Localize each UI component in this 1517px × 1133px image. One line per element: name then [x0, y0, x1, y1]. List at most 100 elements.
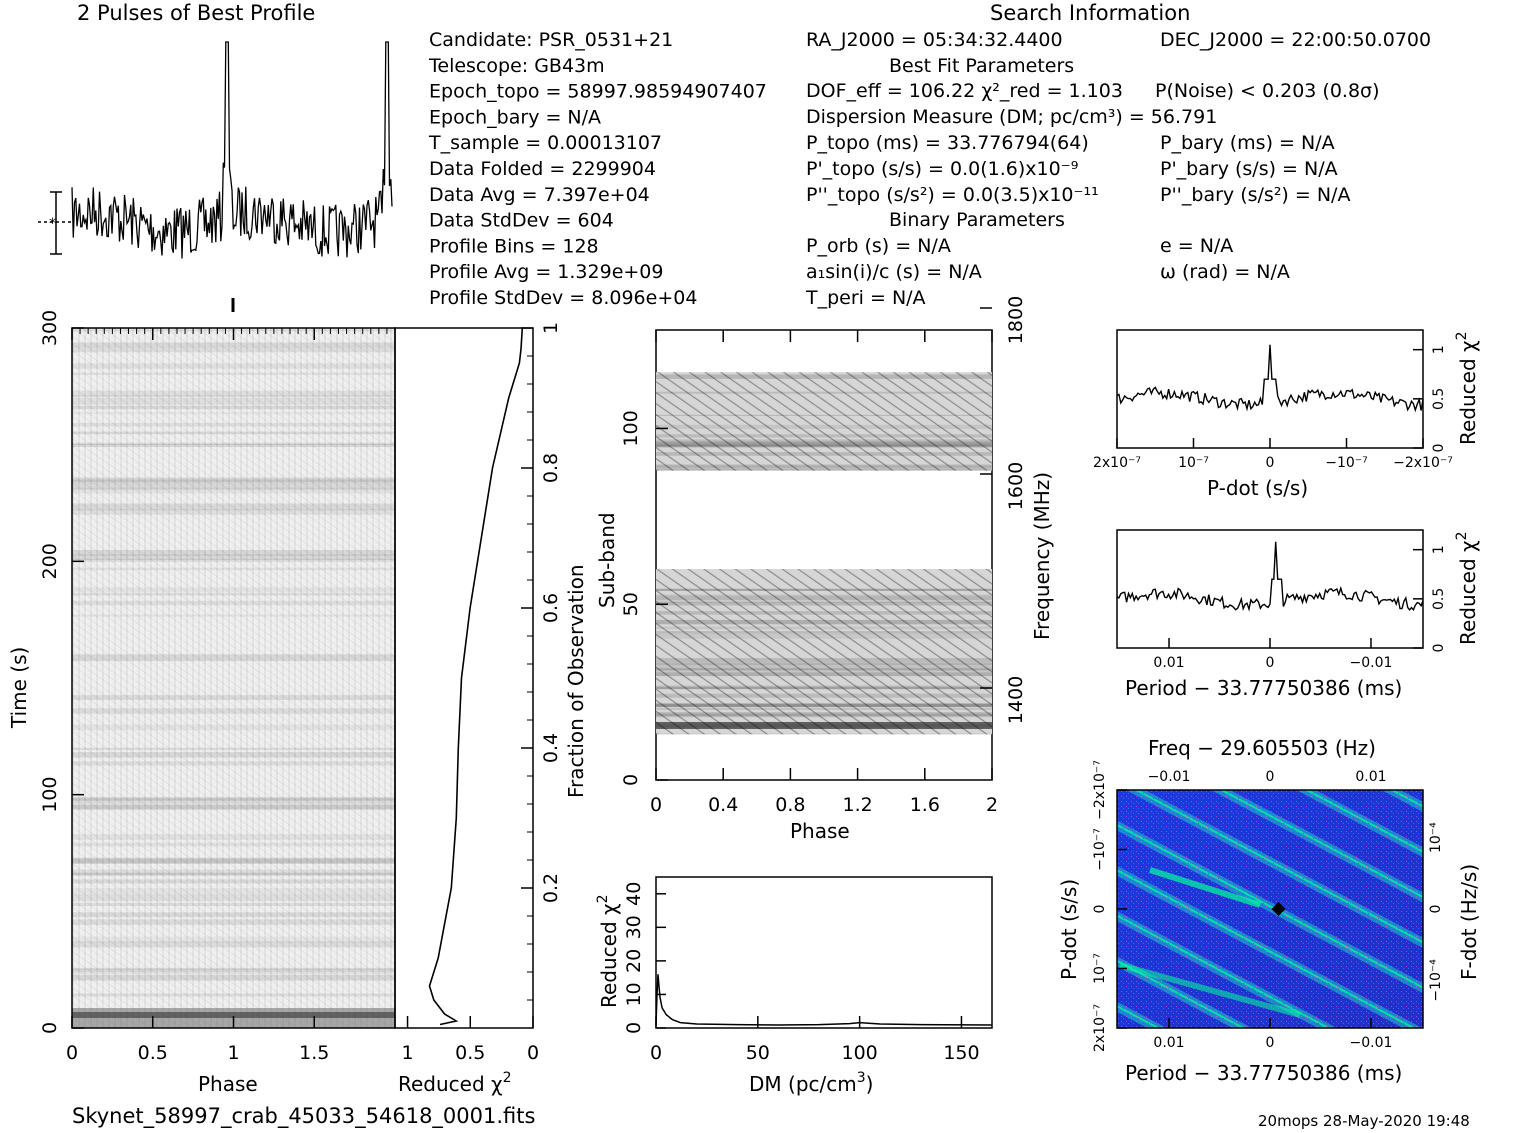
- subband-row: [656, 626, 992, 630]
- info-right-line-2: P_bary (ms) = N/A: [1160, 132, 1335, 154]
- time-phase-band: [72, 968, 395, 973]
- pdot-xtick: −10⁻⁷: [1325, 455, 1368, 471]
- info-mid-line-1: DOF_eff = 106.22 χ²_red = 1.103: [806, 80, 1123, 102]
- subband-xtick: 1.2: [842, 794, 872, 816]
- time-phase-band: [72, 967, 395, 970]
- period-pdot-y2label: F-dot (Hz/s): [1457, 864, 1481, 980]
- time-phase-ylabel: Time (s): [7, 647, 31, 729]
- time-phase-xtick: 0: [66, 1042, 78, 1064]
- subband-row: [656, 424, 992, 429]
- search-info-title: Search Information: [990, 1, 1190, 25]
- subband-filled-bands: [656, 372, 992, 735]
- period-pdot-ytick: 10⁻⁷: [1092, 953, 1108, 984]
- info-right-line-3: P'_bary (s/s) = N/A: [1160, 158, 1338, 180]
- pdot-ytick: 0.5: [1431, 388, 1447, 410]
- period-xtick: 0: [1266, 655, 1275, 671]
- info-mid-line-5: P''_topo (s/s²) = 0.0(3.5)x10⁻¹¹: [806, 184, 1099, 206]
- time-phase-band: [72, 431, 395, 435]
- chisq-fraction-ytick: 0.6: [540, 593, 562, 623]
- dm-ytick: 40: [623, 882, 645, 906]
- period-pdot-y2tick: 0: [1428, 905, 1444, 914]
- subband-row: [656, 635, 992, 639]
- time-phase-band: [72, 936, 395, 943]
- chisq-period-panel: 0.01 0 −0.01 0 0.5 1 Period − 33.77750386 (ms…: [1116, 529, 1480, 700]
- time-phase-band: [72, 503, 395, 511]
- time-phase-band: [72, 797, 395, 802]
- time-phase-band: [72, 872, 395, 876]
- time-phase-band: [72, 912, 395, 918]
- dm-ytick: 30: [623, 915, 645, 939]
- chisq-fraction-ticks: 1 0.5 0 0.2 0.4 0.6 0.8 1: [401, 322, 562, 1064]
- dm-xtick: 150: [943, 1042, 979, 1064]
- time-phase-band: [72, 442, 395, 445]
- profile-title: 2 Pulses of Best Profile: [77, 1, 315, 25]
- subband-y2label: Frequency (MHz): [1030, 472, 1054, 640]
- time-phase-ytick: 100: [39, 777, 61, 813]
- period-pdot-ytick: 0: [1092, 905, 1108, 914]
- time-phase-band: [72, 804, 395, 810]
- chisq-dm-line: [655, 974, 993, 1026]
- best-fit-marker: [1271, 902, 1286, 916]
- info-mid-line-4: P'_topo (s/s) = 0.0(1.6)x10⁻⁹: [806, 158, 1078, 180]
- subband-band-texture: [656, 569, 992, 735]
- subband-row: [656, 663, 992, 665]
- subband-ticks: 0 0.4 0.8 1.2 1.6 2 0 50 100 1400 1600 1800: [620, 296, 1027, 816]
- period-ytick: 0: [1431, 644, 1447, 653]
- time-phase-band: [72, 968, 395, 974]
- chisq-pdot-line: [1116, 344, 1424, 413]
- subband-xtick: 1.6: [910, 794, 940, 816]
- info-left-line-4: T_sample = 0.00013107: [428, 132, 662, 154]
- info-mid-line-3: P_topo (ms) = 33.776794(64): [806, 132, 1089, 154]
- time-phase-band: [72, 804, 395, 810]
- time-phase-band: [72, 587, 395, 592]
- time-phase-band: [72, 487, 395, 494]
- info-mid-line-2: Dispersion Measure (DM; pc/cm³) = 56.791: [806, 106, 1217, 128]
- time-phase-band: [72, 894, 395, 902]
- subband-row: [656, 464, 992, 468]
- info-left-line-9: Profile Avg = 1.329e+09: [429, 261, 664, 283]
- subband-row: [656, 596, 992, 601]
- subband-row: [656, 452, 992, 456]
- period-pdot-xlabel: Period − 33.77750386 (ms): [1125, 1061, 1402, 1085]
- chisq-fraction-xlabel: Reduced χ2: [398, 1070, 512, 1096]
- time-phase-band: [72, 747, 395, 750]
- subband-row: [656, 712, 992, 716]
- chisq-fraction-xtick: 0.5: [455, 1042, 485, 1064]
- time-phase-band: [72, 479, 395, 483]
- subband-row: [656, 685, 992, 690]
- subband-y2tick: 1400: [1005, 676, 1027, 724]
- pdot-xtick: 0: [1266, 455, 1275, 471]
- chisq-dm-ticks: 0 50 100 150 0 10 20 30 40: [623, 882, 980, 1064]
- period-ylabel: Reduced χ2: [1454, 531, 1480, 645]
- info-mid-line-6: P_orb (s) = N/A: [806, 235, 951, 257]
- pdot-xtick: −2x10⁻⁷: [1393, 455, 1453, 471]
- time-phase-band: [72, 857, 395, 864]
- subband-row: [656, 707, 992, 710]
- subband-row: [656, 374, 992, 379]
- period-pdot-x2tick: 0: [1266, 769, 1275, 785]
- subband-phase-panel: 0 0.4 0.8 1.2 1.6 2 0 50 100 1400 1600 1800 Phase S…: [595, 296, 1054, 843]
- pdot-ylabel: Reduced χ2: [1454, 331, 1480, 445]
- period-pdot-xtick: 0: [1266, 1035, 1275, 1051]
- time-phase-band: [72, 724, 395, 731]
- subband-row: [656, 440, 992, 444]
- pdot-ytick: 0: [1431, 444, 1447, 453]
- time-phase-ytick: 0: [39, 1022, 61, 1034]
- subband-y2tick: 1800: [1005, 296, 1027, 344]
- time-phase-band: [72, 888, 395, 895]
- subband-row: [656, 662, 992, 665]
- subband-row: [656, 664, 992, 670]
- subband-row: [656, 632, 992, 636]
- subband-row: [656, 658, 992, 662]
- subband-row: [656, 619, 992, 625]
- time-phase-band: [72, 842, 395, 847]
- chisq-fraction-line: [428, 327, 524, 1026]
- subband-row: [656, 589, 992, 591]
- period-pdot-ytick: −10⁻⁷: [1092, 828, 1108, 871]
- period-xtick: 0.01: [1153, 655, 1184, 671]
- profile-errorbar: *: [38, 191, 72, 255]
- svg-text:*: *: [49, 216, 56, 232]
- period-pdot-ylabel: P-dot (s/s): [1057, 879, 1081, 980]
- time-phase-band: [72, 858, 395, 864]
